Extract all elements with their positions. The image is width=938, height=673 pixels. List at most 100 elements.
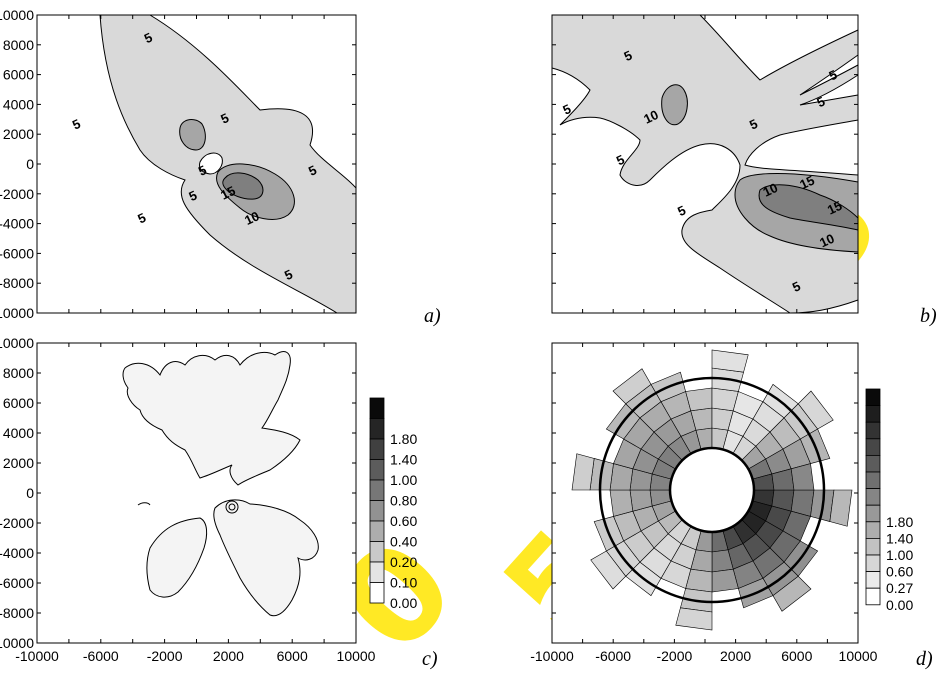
colorbar-box-c-4 <box>369 479 385 501</box>
y-tick-c-5: 0 <box>26 485 34 501</box>
y-tick-c-8: -6000 <box>0 575 34 591</box>
y-tick-c-6: -2000 <box>0 515 34 531</box>
colorbar-box-d-4 <box>865 454 881 473</box>
y-tick-c-0: 10000 <box>0 335 34 351</box>
rose-cell-15-4 <box>612 368 652 405</box>
x-tick-c-3: 2000 <box>213 648 244 664</box>
x-tick-c-5: 10000 <box>337 648 376 664</box>
rose-cell-9-4 <box>590 550 627 590</box>
y-tick-c-9: -8000 <box>0 605 34 621</box>
colorbar-box-d-1 <box>865 405 881 423</box>
contour-c-center-ring-inner <box>228 503 236 511</box>
y-tick-a-4: 2000 <box>3 126 34 142</box>
contour-label-b-11: 10 <box>817 231 836 251</box>
colorbar-box-c-5 <box>369 500 385 522</box>
panel-d: -10000 -6000 -2000 2000 6000 10000 1.801.401.… <box>530 342 933 670</box>
x-tick-c-4: 6000 <box>277 648 308 664</box>
contour-label-b-7: 10 <box>761 180 780 200</box>
y-tick-c-3: 4000 <box>3 425 34 441</box>
colorbar-box-d-7 <box>865 504 881 523</box>
colorbar-label-c-4: 0.60 <box>390 513 417 529</box>
colorbar-box-c-1 <box>369 418 385 440</box>
colorbar-label-c-0: 1.80 <box>390 431 417 447</box>
colorbar-label-c-8: 0.00 <box>390 595 417 611</box>
contour-a-white-hole <box>199 152 223 175</box>
colorbar-label-d-0: 1.80 <box>886 514 913 530</box>
rose-cell-6-4 <box>675 607 713 631</box>
colorbar-box-d-9 <box>865 538 881 556</box>
x-tick-d-2: -2000 <box>656 648 692 664</box>
y-tick-a-3: 4000 <box>3 96 34 112</box>
rose-cell-3-4 <box>772 575 812 612</box>
y-tick-c-2: 6000 <box>3 395 34 411</box>
x-tick-d-5: 10000 <box>839 648 878 664</box>
contour-label-b-9: 15 <box>825 198 844 218</box>
colorbar-label-d-4: 0.27 <box>886 580 913 596</box>
colorbar-box-c-3 <box>369 459 385 481</box>
x-tick-c-0: -10000 <box>15 648 59 664</box>
y-tick-a-7: -4000 <box>0 216 34 232</box>
colorbar-label-d-2: 1.00 <box>886 547 913 563</box>
y-tick-a-1: 8000 <box>3 37 34 53</box>
contour-a-level-15 <box>222 172 264 200</box>
contour-label-b-4: 10 <box>641 107 660 127</box>
colorbar-box-d-10 <box>865 554 881 573</box>
y-tick-a-0: 10000 <box>0 7 34 23</box>
colorbar-box-d-6 <box>865 488 881 506</box>
contour-d-outer-boundary <box>598 376 826 604</box>
colorbar-label-c-2: 1.00 <box>390 472 417 488</box>
rose-cell-18-4 <box>711 349 749 373</box>
contour-c-upper-region <box>122 351 301 486</box>
rose-cell-12-4 <box>571 453 595 491</box>
contour-a-level-5 <box>99 14 357 314</box>
colorbar-label-c-7: 0.10 <box>390 575 417 591</box>
y-tick-a-6: -2000 <box>0 186 34 202</box>
colorbar-box-c-0 <box>369 397 385 419</box>
y-tick-a-5: 0 <box>26 156 34 172</box>
colorbar-box-d-11 <box>865 571 881 589</box>
colorbar-box-c-8 <box>369 561 385 583</box>
colorbar-box-c-2 <box>369 438 385 460</box>
contour-c-lower-left-region <box>146 517 208 598</box>
y-tick-a-9: -8000 <box>0 275 34 291</box>
contour-c-lower-right-region <box>213 499 319 617</box>
contour-a-level-10-small <box>179 119 206 151</box>
x-tick-d-4: 6000 <box>781 648 812 664</box>
colorbar-box-c-7 <box>369 541 385 563</box>
colorbar-label-d-3: 0.60 <box>886 564 913 580</box>
colorbar-label-c-3: 0.80 <box>390 493 417 509</box>
rose-cell-0-4 <box>829 489 853 527</box>
x-tick-d-3: 2000 <box>720 648 751 664</box>
rose-cell-23-2 <box>790 463 815 491</box>
y-tick-a-10: -10000 <box>0 305 34 321</box>
x-tick-c-2: -2000 <box>147 648 183 664</box>
colorbar-box-d-5 <box>865 471 881 490</box>
contour-c-center-ring <box>225 500 239 514</box>
colorbar-box-d-12 <box>865 587 881 606</box>
x-tick-d-1: -6000 <box>595 648 631 664</box>
colorbar-box-c-9 <box>369 582 385 604</box>
colorbar-label-d-1: 1.40 <box>886 530 913 546</box>
contour-c-small-line <box>137 502 151 506</box>
panel-c: 10000 8000 6000 4000 2000 0 -2000 -4000 -6000 -80… <box>0 335 438 670</box>
rose-cell-17-2 <box>685 387 713 412</box>
x-tick-d-0: -10000 <box>530 648 574 664</box>
contour-d-rose <box>571 349 853 631</box>
rose-cell-5-2 <box>711 568 739 593</box>
panel-label-c: c) <box>422 648 438 670</box>
panel-label-a: a) <box>424 305 441 327</box>
colorbar-box-d-8 <box>865 521 881 539</box>
contour-label-a-5: 15 <box>218 183 237 203</box>
contour-b-level-10-small <box>661 84 688 126</box>
y-tick-c-1: 8000 <box>3 365 34 381</box>
rose-cell-21-4 <box>797 390 834 430</box>
colorbar-box-d-2 <box>865 421 881 440</box>
colorbar-box-d-0 <box>865 388 881 407</box>
panel-label-d: d) <box>916 648 933 670</box>
rose-cell-11-2 <box>609 489 634 517</box>
contour-label-b-8: 15 <box>797 173 816 193</box>
colorbar-label-c-1: 1.40 <box>390 452 417 468</box>
